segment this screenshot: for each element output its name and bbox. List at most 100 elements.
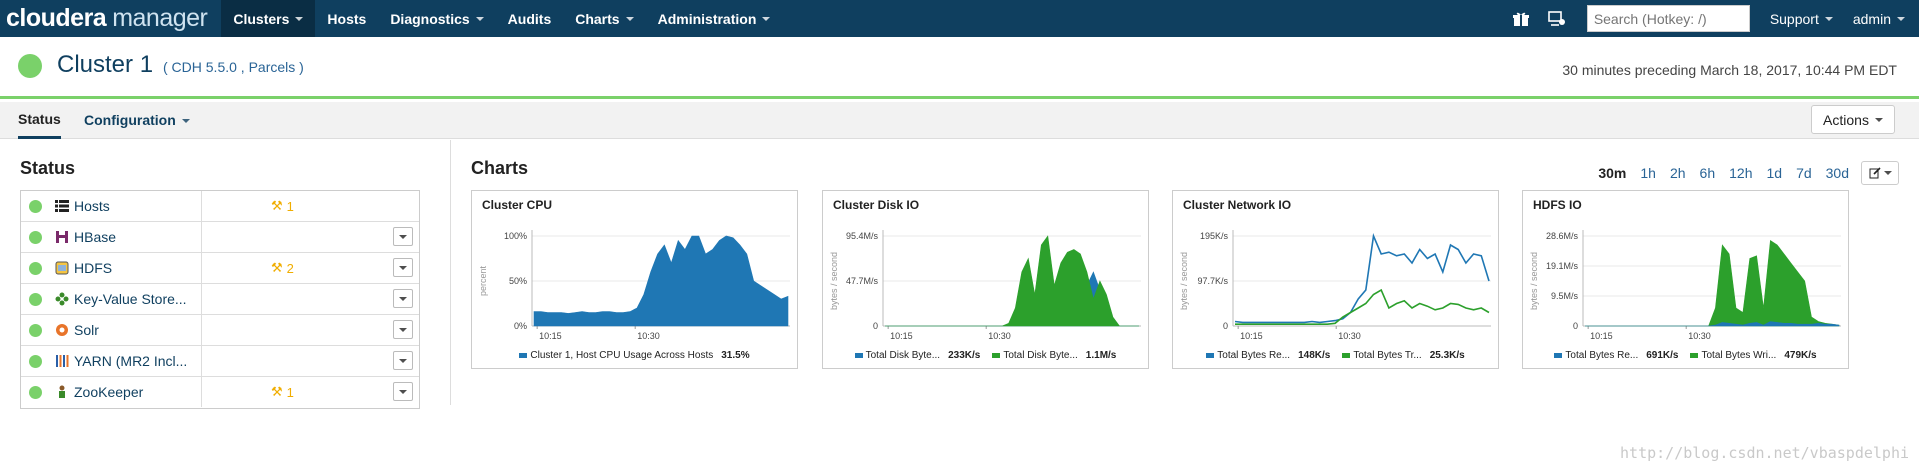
range-7d[interactable]: 7d [1796,165,1812,181]
solr-icon [55,323,69,337]
y-tick-label: 97.7K/s [1197,276,1228,286]
service-actions-dropdown[interactable] [393,227,413,246]
y-tick-label: 47.7M/s [846,276,879,286]
legend-value: 31.5% [721,350,750,361]
chart-title: Cluster Disk IO [833,198,920,212]
series-line-0 [1234,233,1490,324]
x-tick-label: 10:30 [988,331,1011,341]
service-link-keyvalue-store[interactable]: Key-Value Store... [74,291,187,307]
legend-swatch [1690,353,1699,358]
range-2h[interactable]: 2h [1669,165,1686,181]
series-area-1 [1585,321,1840,327]
y-tick-label: 0 [1223,321,1228,331]
search-input[interactable] [1586,5,1750,32]
service-actions-dropdown[interactable] [393,289,413,308]
service-actions-dropdown[interactable] [393,382,413,401]
legend-swatch [1342,353,1351,358]
x-tick-label: 10:30 [637,331,660,341]
actions-button[interactable]: Actions [1811,105,1895,134]
chart-hdfs-io[interactable]: HDFS IO bytes / second 28.6M/s 19.1M/s 9.5M… [1522,190,1849,369]
legend-item[interactable]: Total Bytes Tr... 25.3K/s [1342,350,1465,361]
config-issues-badge[interactable]: ⚒ 1 [271,198,294,214]
panel-divider [450,140,451,405]
wrench-icon: ⚒ [271,198,283,213]
legend-item[interactable]: Total Disk Byte... 1.1M/s [992,350,1116,361]
watermark-text: http://blog.csdn.net/vbaspdelphi [1620,444,1909,462]
chevron-down-icon [625,16,634,21]
y-tick-label: 50% [509,276,527,286]
config-issues-badge[interactable]: ⚒ 1 [271,384,294,400]
range-30d[interactable]: 30d [1825,165,1849,181]
series-line-1 [1235,288,1490,325]
user-menu[interactable]: admin [1843,0,1919,37]
range-1d[interactable]: 1d [1766,165,1783,181]
list-icon [55,199,69,213]
y-tick-label: 9.5M/s [1551,291,1579,301]
table-row: Hosts ⚒ 1 [21,191,419,222]
y-axis-label: bytes / second [829,252,839,310]
tab-configuration[interactable]: Configuration [84,102,190,139]
service-link-hdfs[interactable]: HDFS [74,260,113,276]
table-row: Key-Value Store... [21,284,419,315]
wrench-icon: ⚒ [271,384,283,399]
nav-diagnostics[interactable]: Diagnostics [378,0,495,37]
nav-clusters[interactable]: Clusters [221,0,316,37]
chart-legend: Total Disk Byte... 233K/s Total Disk Byte.… [823,350,1148,361]
legend-item[interactable]: Total Bytes Re... 691K/s [1554,350,1678,361]
x-tick-label: 10:15 [1240,331,1263,341]
legend-item[interactable]: Total Bytes Re... 148K/s [1206,350,1330,361]
time-range-label: 30 minutes preceding March 18, 2017, 10:… [1562,62,1897,78]
edit-charts-button[interactable] [1861,161,1899,185]
config-issues-badge[interactable]: ⚒ 2 [271,260,294,276]
cluster-version-info[interactable]: ( CDH 5.5.0 , Parcels ) [163,59,304,75]
range-1h[interactable]: 1h [1640,165,1656,181]
health-good-icon [29,262,42,275]
legend-item[interactable]: Cluster 1, Host CPU Usage Across Hosts 31… [519,350,750,361]
service-link-solr[interactable]: Solr [74,322,99,338]
legend-item[interactable]: Total Bytes Wri... 479K/s [1690,350,1817,361]
range-12h[interactable]: 12h [1729,165,1753,181]
range-30m[interactable]: 30m [1598,165,1627,181]
service-link-hosts[interactable]: Hosts [74,198,110,214]
cluster-title[interactable]: Cluster 1 [57,51,154,78]
nav-hosts[interactable]: Hosts [327,10,367,27]
legend-label: Total Bytes Re... [1217,350,1291,361]
legend-label: Total Bytes Re... [1565,350,1639,361]
service-link-zookeeper[interactable]: ZooKeeper [74,384,144,400]
health-good-icon [29,200,42,213]
support-menu[interactable]: Support [1760,0,1843,37]
nav-charts[interactable]: Charts [563,0,645,37]
health-good-icon [29,324,42,337]
chart-cluster-network-io[interactable]: Cluster Network IO bytes / second 195K/s 9… [1172,190,1499,369]
legend-item[interactable]: Total Disk Byte... 233K/s [854,350,980,361]
chart-cluster-cpu[interactable]: Cluster CPU percent 100% 50% 0% 10:15 10:30 C… [471,190,798,369]
tab-status[interactable]: Status [18,102,61,139]
service-link-hbase[interactable]: HBase [74,229,117,245]
y-tick-label: 0 [873,321,878,331]
chevron-down-icon [1883,171,1892,175]
x-tick-label: 10:15 [539,331,562,341]
service-actions-dropdown[interactable] [393,320,413,339]
health-good-icon [29,355,42,368]
chart-legend: Total Bytes Re... 691K/s Total Bytes Wri..… [1523,350,1848,361]
chevron-down-icon [399,265,407,270]
legend-value: 1.1M/s [1085,350,1117,361]
service-actions-dropdown[interactable] [393,351,413,370]
chevron-down-icon [399,234,407,239]
service-actions-dropdown[interactable] [393,258,413,277]
chart-plot: bytes / second 195K/s 97.7K/s 0 10:15 10:30 [1179,230,1491,341]
cloudera-logo[interactable]: cloudera manager [6,4,208,32]
cluster-tabs: Status Configuration Actions [0,102,1919,139]
running-commands-icon[interactable] [1547,10,1567,28]
nav-administration[interactable]: Administration [646,0,783,37]
nav-audits[interactable]: Audits [507,10,552,27]
range-6h[interactable]: 6h [1699,165,1716,181]
chart-cluster-disk-io[interactable]: Cluster Disk IO bytes / second 95.4M/s 47.… [822,190,1149,369]
service-link-yarn[interactable]: YARN (MR2 Incl... [74,353,188,369]
chevron-down-icon [399,296,407,301]
parcel-gift-icon[interactable] [1511,10,1531,28]
legend-value: 148K/s [1298,350,1331,361]
y-tick-label: 100% [504,231,527,241]
series-area-1 [885,235,1139,327]
legend-swatch [992,353,1001,358]
